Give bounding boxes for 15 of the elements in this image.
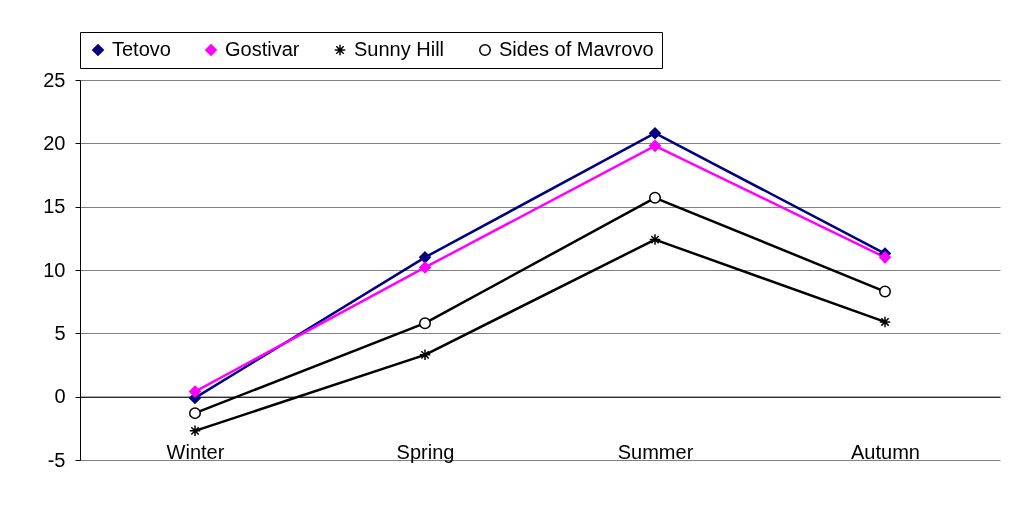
y-tick-label: 25: [43, 68, 66, 91]
x-tick-label: Summer: [617, 441, 694, 464]
legend-label: Tetovo: [112, 38, 171, 60]
x-tick-label: Autumn: [851, 441, 920, 464]
legend-label: Gostivar: [225, 38, 300, 60]
legend-label: Sunny Hill: [354, 38, 445, 60]
y-tick-label: 10: [43, 258, 66, 281]
legend-label: Sides of Mavrovo: [499, 38, 654, 60]
x-tick-label: Winter: [166, 441, 225, 464]
y-tick-label: 0: [54, 385, 66, 408]
x-tick-label: Spring: [396, 441, 455, 464]
y-tick-label: -5: [47, 448, 66, 471]
y-tick-label: 20: [43, 131, 66, 154]
y-tick-label: 15: [43, 195, 66, 218]
y-tick-label: 5: [54, 321, 66, 344]
